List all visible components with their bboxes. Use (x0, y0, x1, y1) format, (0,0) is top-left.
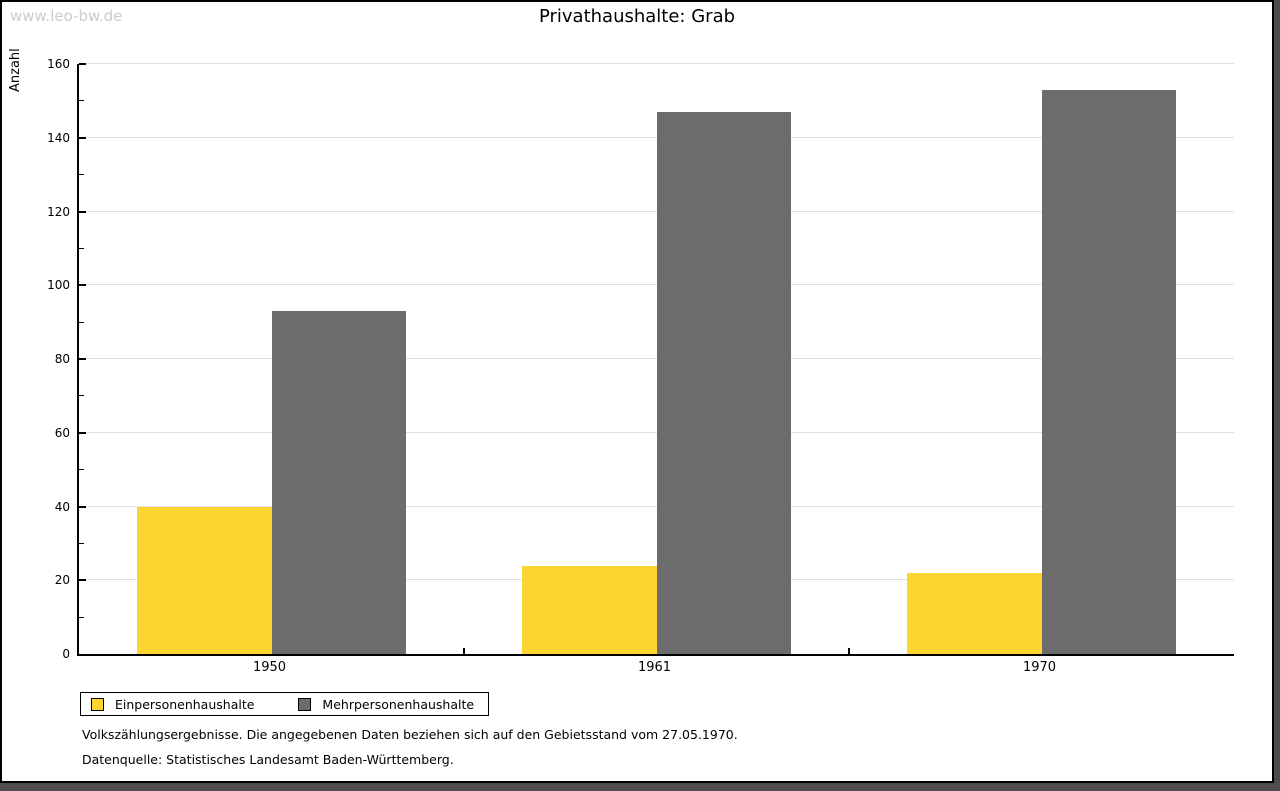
legend-swatch-gray (298, 697, 312, 711)
y-tick-label-60: 60 (54, 425, 70, 440)
y-minor-tick-50 (79, 469, 84, 471)
y-tick-label-40: 40 (54, 499, 70, 514)
bar-mehrpersonenhaushalte-1970 (1041, 89, 1177, 654)
legend: Einpersonenhaushalte Mehrpersonenhaushal… (80, 692, 490, 716)
y-minor-tick-110 (79, 247, 84, 249)
plot-area (77, 63, 1234, 656)
y-axis-label: Anzahl (8, 48, 23, 92)
x-category-label-1970: 1970 (1022, 660, 1057, 675)
y-tick-label-100: 100 (47, 278, 70, 293)
watermark: www.leo-bw.de (10, 7, 123, 25)
footnote-gebietsstand: Volkszählungsergebnisse. Die angegebenen… (82, 727, 738, 742)
y-tick-60 (79, 431, 86, 434)
y-minor-tick-30 (79, 542, 84, 544)
y-minor-tick-130 (79, 174, 84, 176)
bar-einpersonenhaushalte-1950 (136, 506, 272, 654)
y-tick-40 (79, 505, 86, 508)
y-tick-120 (79, 210, 86, 213)
legend-label: Einpersonenhaushalte (115, 696, 255, 712)
y-tick-160 (79, 63, 86, 65)
y-tick-label-120: 120 (47, 204, 70, 219)
x-category-label-1961: 1961 (637, 660, 672, 675)
x-boundary-tick-2 (848, 648, 850, 654)
y-minor-tick-10 (79, 616, 84, 618)
bar-einpersonenhaushalte-1961 (521, 565, 657, 654)
legend-item-einpersonenhaushalte: Einpersonenhaushalte (91, 697, 254, 712)
bar-mehrpersonenhaushalte-1961 (656, 111, 792, 654)
y-tick-100 (79, 284, 86, 287)
y-minor-tick-70 (79, 395, 84, 397)
y-tick-label-160: 160 (47, 57, 70, 71)
y-tick-20 (79, 579, 86, 582)
y-minor-tick-90 (79, 321, 84, 323)
y-tick-80 (79, 358, 86, 360)
chart-title: Privathaushalte: Grab (538, 6, 736, 27)
y-tick-label-20: 20 (54, 573, 70, 588)
legend-item-mehrpersonenhaushalte: Mehrpersonenhaushalte (298, 697, 474, 712)
legend-label: Mehrpersonenhaushalte (322, 696, 475, 712)
bar-einpersonenhaushalte-1970 (906, 572, 1042, 654)
x-boundary-tick-1 (463, 648, 465, 654)
y-tick-140 (79, 136, 86, 139)
bar-mehrpersonenhaushalte-1950 (271, 311, 407, 654)
y-tick-label-80: 80 (54, 352, 70, 366)
gridline-160 (79, 63, 1234, 64)
y-tick-label-0: 0 (62, 647, 70, 661)
y-minor-tick-150 (79, 100, 84, 102)
x-category-label-1950: 1950 (252, 660, 287, 675)
footnote-datenquelle: Datenquelle: Statistisches Landesamt Bad… (82, 752, 454, 767)
legend-swatch-yellow (91, 697, 104, 711)
y-tick-label-140: 140 (47, 130, 70, 145)
